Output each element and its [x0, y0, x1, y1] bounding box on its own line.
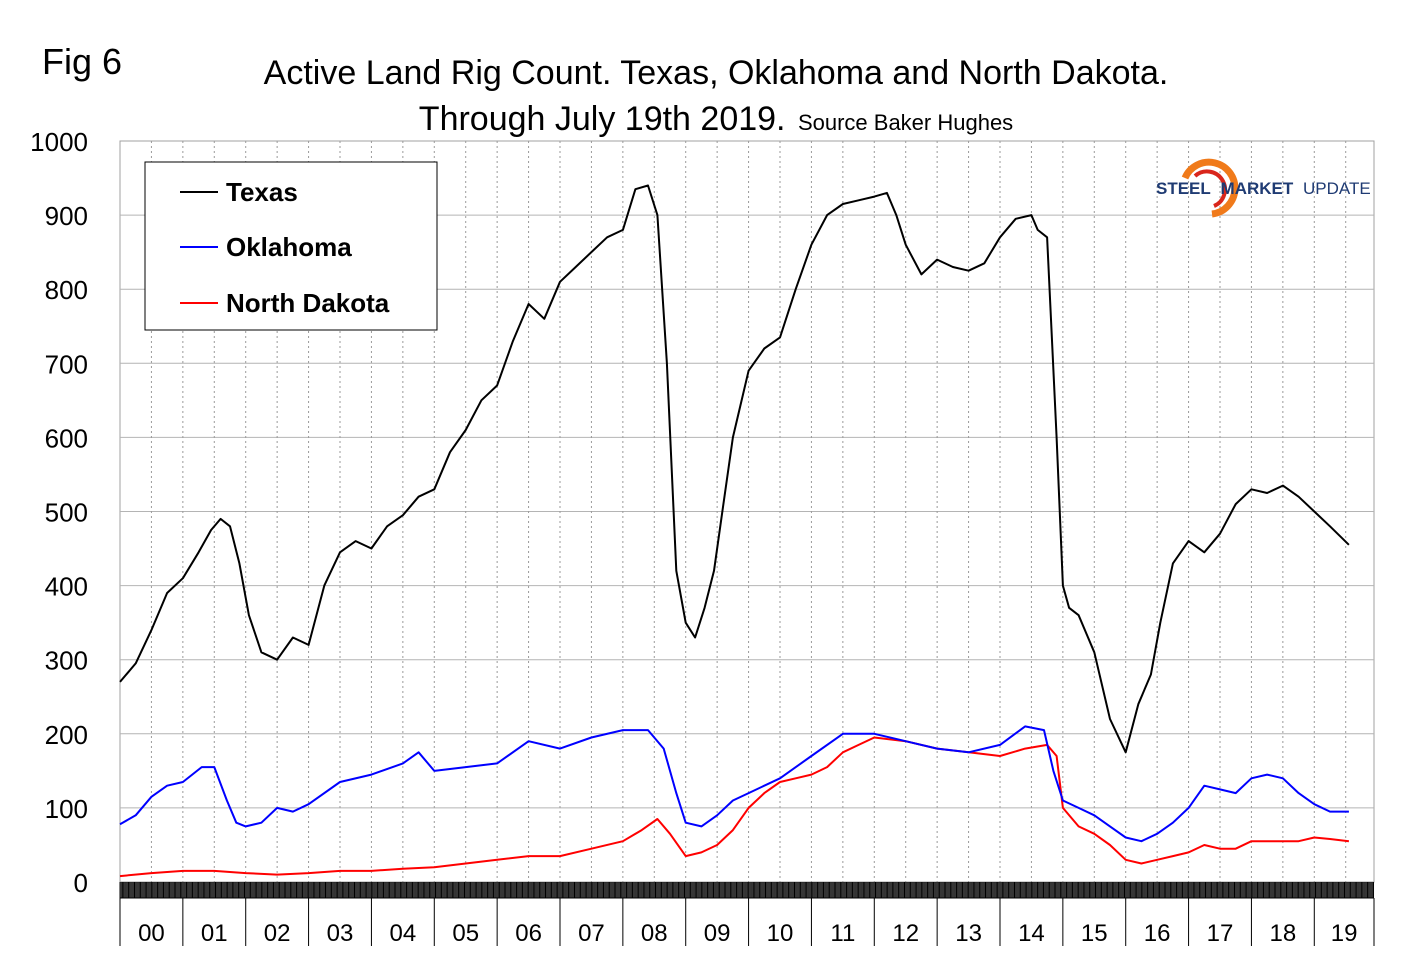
series-lines	[119, 184, 1350, 878]
x-tick-label: 10	[767, 920, 794, 947]
y-tick-label: 500	[45, 498, 88, 528]
x-tick-label: 14	[1018, 920, 1045, 947]
weekly-tick-band	[119, 882, 1375, 898]
x-tick-label: 08	[641, 920, 668, 947]
x-tick-label: 00	[138, 920, 165, 947]
figure-label: Fig 6	[42, 41, 122, 82]
x-tick-label: 19	[1331, 920, 1358, 947]
logo-swoosh-inner-icon	[1193, 169, 1227, 208]
y-tick-label: 0	[74, 868, 88, 898]
x-tick-label: 03	[327, 920, 354, 947]
x-tick-label: 18	[1270, 920, 1297, 947]
series-line-north-dakota	[119, 736, 1350, 878]
y-tick-label: 1000	[30, 127, 88, 157]
chart-title-line-1: Active Land Rig Count. Texas, Oklahoma a…	[264, 54, 1169, 92]
logo-word-market: MARKET	[1221, 179, 1294, 198]
y-tick-label: 200	[45, 720, 88, 750]
legend: Texas Oklahoma North Dakota	[144, 161, 438, 331]
y-tick-label: 900	[45, 201, 88, 231]
x-tick-label: 06	[515, 920, 542, 947]
legend-label-north-dakota: North Dakota	[226, 288, 390, 318]
logo-text: STEEL MARKET UPDATE	[1156, 179, 1371, 198]
chart-title-line-2-main: Through July 19th 2019.	[419, 100, 786, 138]
x-tick-label: 09	[704, 920, 731, 947]
x-tick-label: 11	[830, 920, 855, 947]
y-tick-label: 400	[45, 572, 88, 602]
x-tick-label: 02	[264, 920, 291, 947]
x-tick-label: 07	[578, 920, 605, 947]
x-tick-label: 13	[955, 920, 982, 947]
logo-swoosh-icon	[1181, 158, 1239, 218]
x-tick-label: 16	[1144, 920, 1171, 947]
y-tick-label: 800	[45, 275, 88, 305]
chart-source: Source Baker Hughes	[798, 110, 1013, 135]
steel-market-update-logo: STEEL MARKET UPDATE	[1156, 158, 1371, 218]
legend-label-texas: Texas	[226, 177, 298, 207]
x-tick-label: 05	[452, 920, 479, 947]
x-tick-label: 12	[892, 920, 919, 947]
x-tick-label: 04	[390, 920, 417, 947]
series-line-oklahoma	[119, 725, 1349, 843]
legend-label-oklahoma: Oklahoma	[226, 232, 352, 262]
logo-word-update: UPDATE	[1303, 179, 1371, 198]
y-tick-label: 700	[45, 349, 88, 379]
y-tick-label: 100	[45, 794, 88, 824]
series-line-texas	[119, 184, 1350, 754]
y-axis: 0 100 200 300 400 500 600 700 800 900 1000	[30, 127, 88, 898]
y-tick-label: 300	[45, 646, 88, 676]
y-tick-label: 600	[45, 423, 88, 453]
x-tick-label: 17	[1207, 920, 1234, 947]
chart-title-line-2: Through July 19th 2019. Source Baker Hug…	[419, 100, 1013, 138]
logo-word-steel: STEEL	[1156, 179, 1211, 198]
x-tick-label: 15	[1081, 920, 1108, 947]
x-tick-label: 01	[201, 920, 228, 947]
x-axis: 00 01 02 03 04 05 06 07 08 09 10 11 12 13 14 15 16 17 18 19	[119, 882, 1375, 947]
